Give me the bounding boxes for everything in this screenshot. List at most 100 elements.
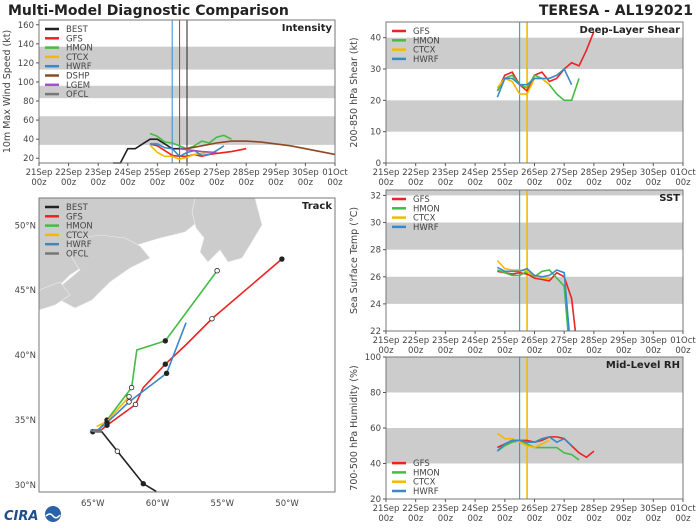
intensity-series-lgem bbox=[179, 147, 217, 154]
shear-xtick-hour: 00z bbox=[378, 178, 394, 188]
track-lon-label: 65°W bbox=[81, 499, 105, 509]
sst-legend-label-hwrf: HWRF bbox=[413, 223, 439, 233]
sst-band bbox=[386, 190, 683, 196]
intensity-xtick-hour: 00z bbox=[61, 178, 77, 188]
intensity-ytick-label: 120 bbox=[18, 59, 34, 69]
intensity-legend-label-hmon: HMON bbox=[66, 44, 93, 54]
shear-legend-label-gfs: GFS bbox=[413, 27, 430, 37]
rh-ytick-label: 60 bbox=[370, 424, 381, 434]
shear-xtick-day: 27Sep bbox=[551, 168, 578, 178]
sst-xtick-day: 29Sep bbox=[610, 336, 637, 346]
intensity-xtick-day: 29Sep bbox=[262, 168, 289, 178]
rh-xtick-day: 26Sep bbox=[521, 504, 548, 514]
rh-ytick-label: 100 bbox=[365, 353, 381, 363]
intensity-xtick-hour: 00z bbox=[120, 178, 136, 188]
rh-series-hwrf bbox=[496, 436, 573, 452]
rh-xtick-day: 24Sep bbox=[462, 504, 489, 514]
track-frame bbox=[38, 197, 336, 493]
shear-xtick-day: 24Sep bbox=[462, 168, 489, 178]
intensity-legend-label-dshp: DSHP bbox=[66, 72, 89, 82]
sst-legend-label-gfs: GFS bbox=[413, 195, 430, 205]
sst-xtick-day: 24Sep bbox=[462, 336, 489, 346]
intensity-panel-title: Intensity bbox=[282, 23, 333, 34]
sst-series-hwrf bbox=[496, 266, 570, 332]
intensity-series-best bbox=[113, 138, 187, 164]
shear-xtick-hour: 00z bbox=[438, 178, 454, 188]
intensity-ytick-label: 40 bbox=[23, 135, 34, 145]
rh-legend-label-hwrf: HWRF bbox=[413, 487, 439, 497]
shear-ytick-label: 40 bbox=[370, 34, 381, 44]
rh-xtick-hour: 00z bbox=[586, 514, 602, 524]
shear-series-hwrf bbox=[496, 67, 573, 98]
cira-logo-text: CIRA bbox=[4, 509, 38, 524]
shear-xtick-hour: 00z bbox=[408, 178, 424, 188]
intensity-legend-label-ofcl: OFCL bbox=[66, 90, 89, 100]
shear-xtick-hour: 00z bbox=[557, 178, 573, 188]
shear-xtick-day: 29Sep bbox=[610, 168, 637, 178]
sst-xtick-hour: 00z bbox=[675, 346, 691, 356]
shear-xtick-day: 22Sep bbox=[402, 168, 429, 178]
rh-xtick-day: 30Sep bbox=[640, 504, 667, 514]
track-lon-label: 50°W bbox=[275, 499, 299, 509]
intensity-xtick-day: 23Sep bbox=[85, 168, 112, 178]
rh-xtick-day: 22Sep bbox=[402, 504, 429, 514]
rh-xtick-hour: 00z bbox=[675, 514, 691, 524]
sst-ytick-label: 22 bbox=[370, 327, 381, 337]
track-point-best bbox=[140, 480, 146, 487]
track-point-gfs bbox=[162, 361, 169, 367]
shear-panel-title: Deep-Layer Shear bbox=[580, 25, 681, 36]
intensity-series-hwrf bbox=[150, 143, 225, 158]
intensity-ytick-label: 20 bbox=[23, 154, 34, 164]
rh-legend-label-ctcx: CTCX bbox=[413, 478, 436, 488]
sst-xtick-hour: 00z bbox=[557, 346, 573, 356]
rh-xtick-hour: 00z bbox=[497, 514, 513, 524]
cira-logo-wave bbox=[45, 513, 61, 519]
shear-legend-label-hwrf: HWRF bbox=[413, 55, 439, 65]
shear-xtick-hour: 00z bbox=[675, 178, 691, 188]
cira-logo: CIRA bbox=[4, 506, 61, 524]
track-lat-label: 30°N bbox=[15, 481, 36, 491]
rh-xtick-hour: 00z bbox=[408, 514, 424, 524]
track-lat-label: 45°N bbox=[15, 286, 36, 296]
track-lon-label: 60°W bbox=[146, 499, 170, 509]
sst-xtick-day: 23Sep bbox=[432, 336, 459, 346]
intensity-xtick-day: 21Sep bbox=[26, 168, 53, 178]
shear-xtick-day: 30Sep bbox=[640, 168, 667, 178]
rh-xtick-hour: 00z bbox=[467, 514, 483, 524]
track-lat-label: 50°N bbox=[15, 221, 36, 231]
sst-ytick-label: 24 bbox=[370, 300, 381, 310]
sst-ytick-label: 26 bbox=[370, 273, 381, 283]
rh-xtick-day: 29Sep bbox=[610, 504, 637, 514]
intensity-xtick-hour: 00z bbox=[31, 178, 47, 188]
intensity-xtick-day: 26Sep bbox=[174, 168, 201, 178]
sst-xtick-day: 28Sep bbox=[580, 336, 607, 346]
rh-xtick-day: 23Sep bbox=[432, 504, 459, 514]
rh-xtick-day: 28Sep bbox=[580, 504, 607, 514]
track-point-hwrf bbox=[163, 370, 170, 377]
rh-legend-label-gfs: GFS bbox=[413, 459, 430, 469]
sst-xtick-hour: 00z bbox=[438, 346, 454, 356]
sst-xtick-hour: 00z bbox=[467, 346, 483, 356]
shear-ytick-label: 0 bbox=[376, 159, 381, 169]
intensity-ylabel: 10m Max Wind Speed (kt) bbox=[2, 30, 13, 153]
track-point-hmon bbox=[214, 268, 220, 274]
rh-panel-title: Mid-Level RH bbox=[606, 360, 680, 371]
track-gfs bbox=[100, 258, 283, 432]
shear-band bbox=[386, 37, 683, 69]
sst-legend-label-hmon: HMON bbox=[413, 204, 440, 214]
sst-xtick-day: 21Sep bbox=[373, 336, 400, 346]
sst-ytick-label: 32 bbox=[370, 191, 381, 201]
rh-xtick-hour: 00z bbox=[438, 514, 454, 524]
rh-xtick-day: 25Sep bbox=[491, 504, 518, 514]
track-point-hmon bbox=[162, 338, 169, 344]
intensity-xtick-hour: 00z bbox=[298, 178, 314, 188]
rh-xtick-hour: 00z bbox=[557, 514, 573, 524]
shear-xtick-day: 28Sep bbox=[580, 168, 607, 178]
track-point-hmon bbox=[128, 384, 135, 391]
rh-band bbox=[386, 357, 683, 393]
track-legend-label-ofcl: OFCL bbox=[66, 250, 89, 260]
sst-xtick-hour: 00z bbox=[408, 346, 424, 356]
shear-xtick-day: 01Oct bbox=[670, 168, 696, 178]
intensity-xtick-day: 24Sep bbox=[114, 168, 141, 178]
